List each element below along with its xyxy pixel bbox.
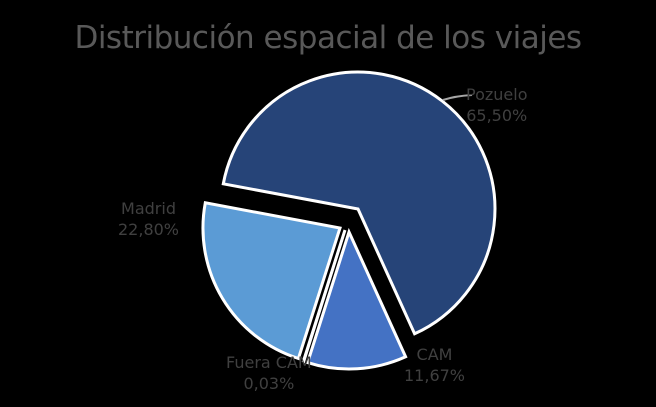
label-madrid-value: 22,80%: [118, 220, 180, 239]
label-pozuelo: Pozuelo 65,50%: [466, 84, 527, 126]
label-madrid-name: Madrid: [121, 199, 176, 218]
label-pozuelo-value: 65,50%: [466, 106, 528, 125]
pozuelo-leader-line: [442, 94, 473, 101]
label-fuera-cam-value: 0,03%: [243, 374, 295, 393]
label-pozuelo-name: Pozuelo: [466, 85, 528, 104]
slice-madrid[interactable]: [201, 201, 342, 361]
label-cam: CAM 11,67%: [404, 344, 465, 386]
label-fuera-cam-name: Fuera CAM: [226, 353, 312, 372]
slice-pozuelo[interactable]: [221, 70, 497, 336]
label-cam-name: CAM: [416, 345, 453, 364]
slice-cam[interactable]: [305, 227, 408, 371]
label-madrid: Madrid 22,80%: [118, 198, 179, 240]
label-cam-value: 11,67%: [404, 366, 466, 385]
label-fuera-cam: Fuera CAM 0,03%: [226, 352, 312, 394]
chart-title: Distribución espacial de los viajes: [74, 20, 582, 56]
slice-fuera-cam[interactable]: [301, 229, 347, 364]
